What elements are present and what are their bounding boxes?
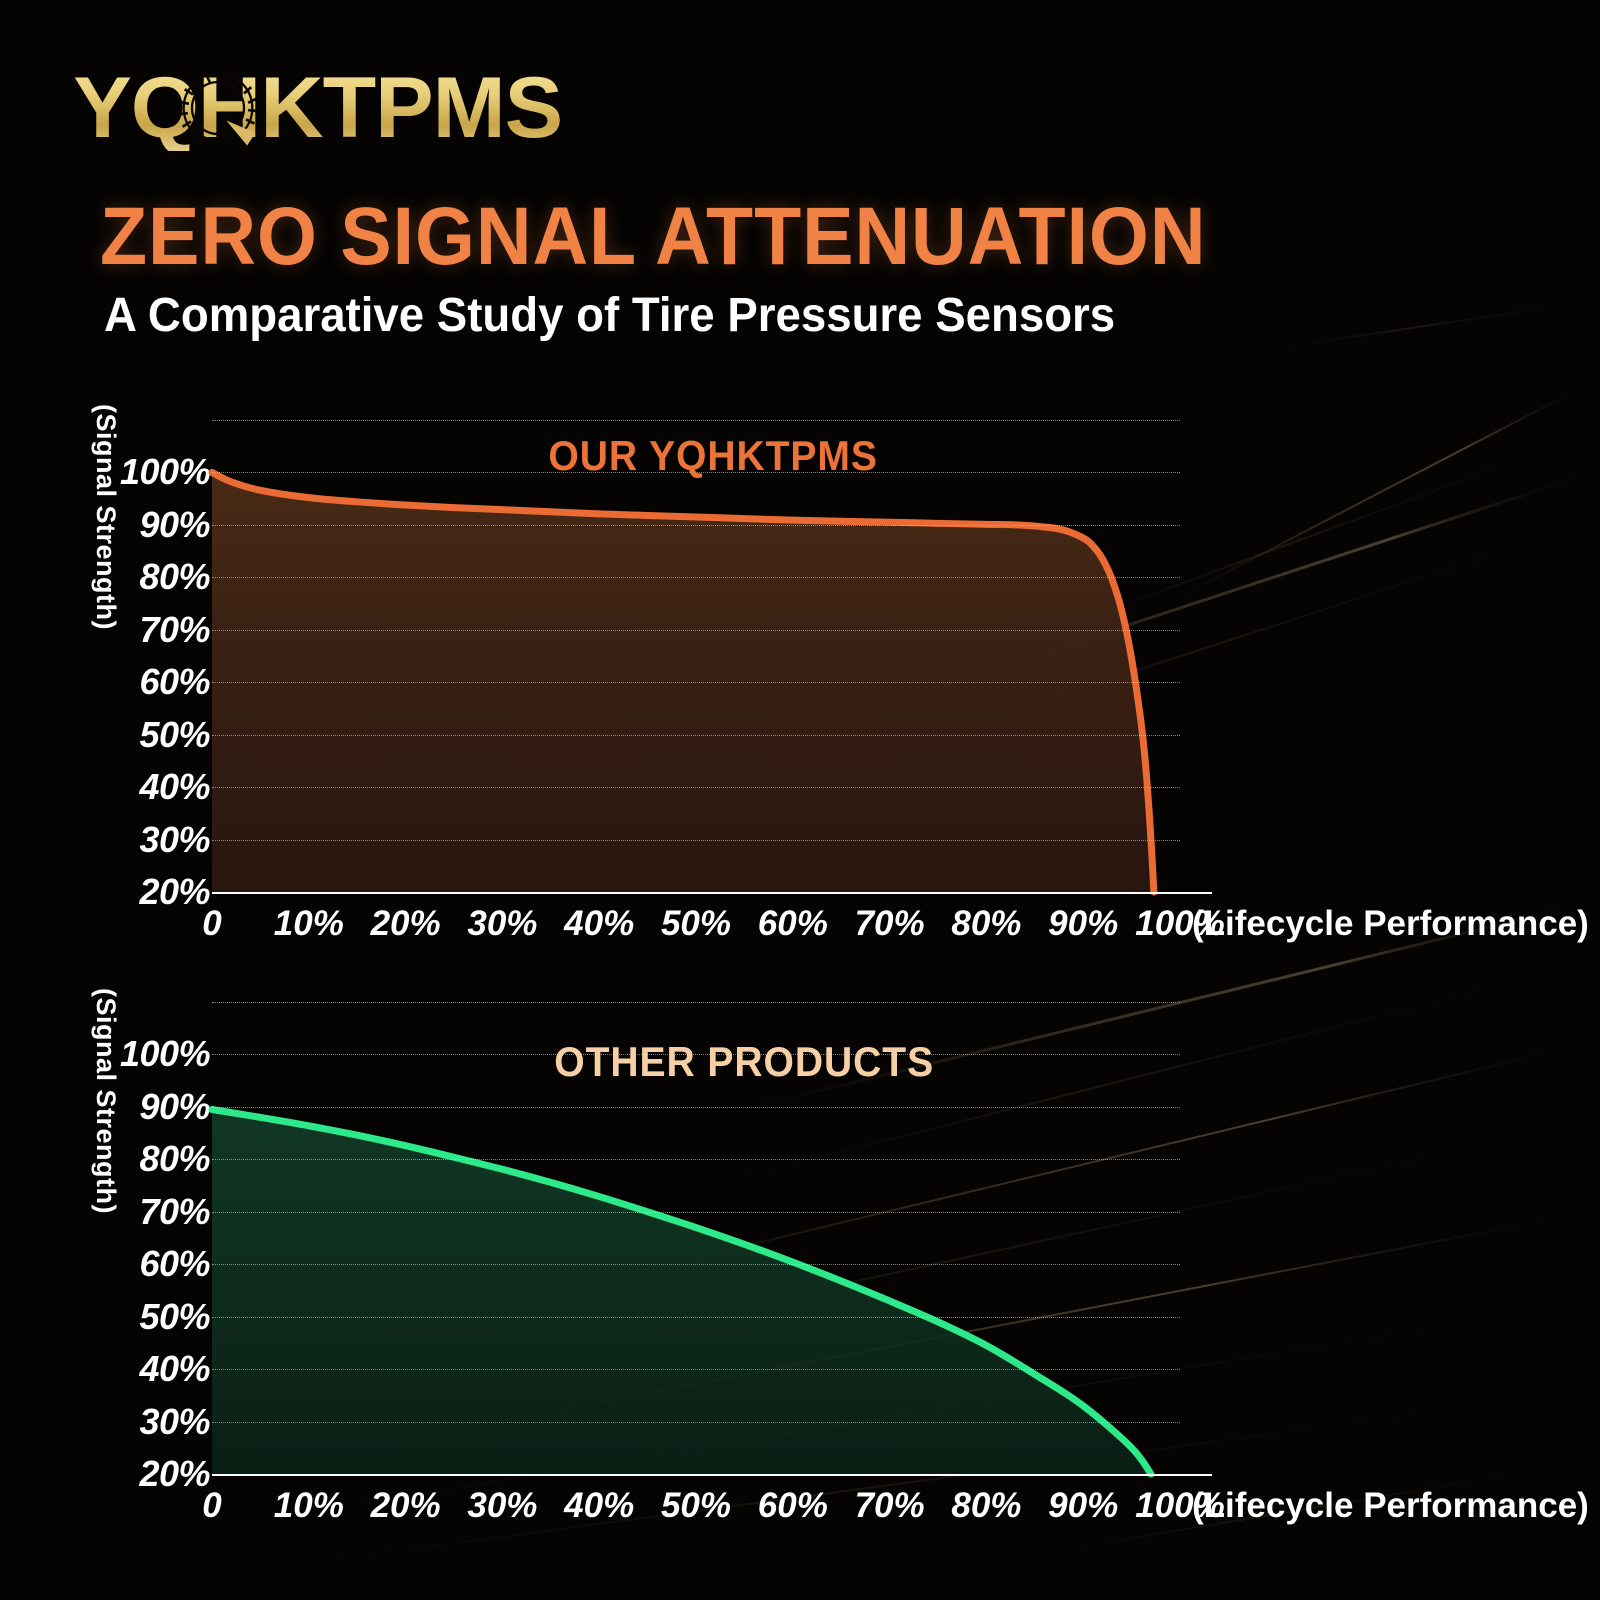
page-subtitle: A Comparative Study of Tire Pressure Sen… <box>104 289 1116 342</box>
x-axis-bottom: (Lifecycle Performance) 0 10% 20% 30% 40% 50%… <box>0 1486 1600 1532</box>
chart-our-yqhktpms: (Signal Strength) 100% 90% 80% 70% 60% 50% 40%… <box>0 392 1600 952</box>
x-tick-label: 40% <box>564 1486 635 1525</box>
gridline <box>212 787 1180 789</box>
gridline <box>212 577 1180 579</box>
x-axis-line <box>212 892 1212 894</box>
gridline <box>212 1316 1180 1318</box>
x-axis-line <box>212 1474 1212 1476</box>
x-tick-label: 30% <box>467 1486 538 1525</box>
brand-logo-text: YQHKTPMS <box>73 60 563 156</box>
x-tick-label: 90% <box>1048 1486 1119 1525</box>
plot-area-top <box>208 420 1212 896</box>
y-tick-label: 100% <box>120 451 211 493</box>
y-tick-label: 100% <box>120 1033 211 1075</box>
y-tick-label: 90% <box>139 503 210 545</box>
x-tick-label: 50% <box>660 904 732 943</box>
x-tick-label: 60% <box>757 904 828 943</box>
series-label-other-products: OTHER PRODUCTS <box>554 1038 935 1085</box>
page-title: ZERO SIGNAL ATTENUATION <box>100 191 1207 282</box>
x-axis-title: (Lifecycle Performance) <box>1192 904 1589 943</box>
gridline <box>212 524 1180 526</box>
x-tick-label: 0 <box>202 904 222 943</box>
chart-other-products: (Signal Strength) 100% 90% 80% 70% 60% 50% 40%… <box>0 972 1600 1552</box>
x-tick-label: 80% <box>951 904 1022 943</box>
x-tick-label: 70% <box>854 904 925 943</box>
y-tick-label: 60% <box>139 661 210 703</box>
series-curve-our-yqhktpms <box>208 468 1158 896</box>
y-tick-label: 90% <box>139 1085 210 1127</box>
x-tick-label: 90% <box>1048 904 1119 943</box>
x-tick-label: 20% <box>370 1486 441 1525</box>
x-axis-top: (Lifecycle Performance) 0 10% 20% 30% 40% 50%… <box>0 904 1600 950</box>
x-tick-label: 10% <box>273 904 344 943</box>
x-tick-label: 70% <box>854 1486 925 1525</box>
x-tick-label: 40% <box>564 904 635 943</box>
gridline <box>212 1264 1180 1266</box>
brand-logo: YQHKTPMS <box>73 62 563 154</box>
y-axis-title: (Signal Strength) <box>91 404 121 630</box>
gridline <box>212 682 1180 684</box>
x-tick-label: 80% <box>951 1486 1022 1525</box>
y-tick-label: 30% <box>139 818 210 860</box>
x-tick-label: 30% <box>467 904 538 943</box>
y-tick-label: 50% <box>139 713 210 755</box>
gridline <box>212 1159 1180 1161</box>
y-tick-label: 80% <box>139 1138 210 1180</box>
gridline <box>212 1211 1180 1213</box>
y-tick-label: 30% <box>139 1400 210 1442</box>
gridline <box>212 1106 1180 1108</box>
x-axis-title: (Lifecycle Performance) <box>1192 1486 1589 1525</box>
gridline <box>212 1002 1180 1003</box>
x-tick-label: 100% <box>1135 1486 1225 1525</box>
gridline <box>212 734 1180 736</box>
y-tick-label: 40% <box>139 1348 210 1390</box>
series-label-our-yqhktpms: OUR YQHKTPMS <box>548 432 878 479</box>
y-tick-label: 70% <box>139 1190 210 1232</box>
y-tick-label: 40% <box>139 766 210 808</box>
y-axis-title: (Signal Strength) <box>91 988 121 1214</box>
x-tick-label: 20% <box>370 904 441 943</box>
gridline <box>212 420 1180 421</box>
y-tick-label: 60% <box>139 1243 210 1285</box>
y-tick-label: 80% <box>139 556 210 598</box>
gridline <box>212 1369 1180 1371</box>
y-tick-label: 50% <box>139 1295 210 1337</box>
x-tick-label: 50% <box>660 1486 732 1525</box>
x-tick-label: 60% <box>757 1486 828 1525</box>
x-tick-label: 10% <box>273 1486 344 1525</box>
x-tick-label: 100% <box>1135 904 1225 943</box>
y-tick-label: 70% <box>139 608 210 650</box>
gridline <box>212 629 1180 631</box>
gridline <box>212 1421 1180 1423</box>
x-tick-label: 0 <box>202 1486 222 1525</box>
gridline <box>212 839 1180 841</box>
